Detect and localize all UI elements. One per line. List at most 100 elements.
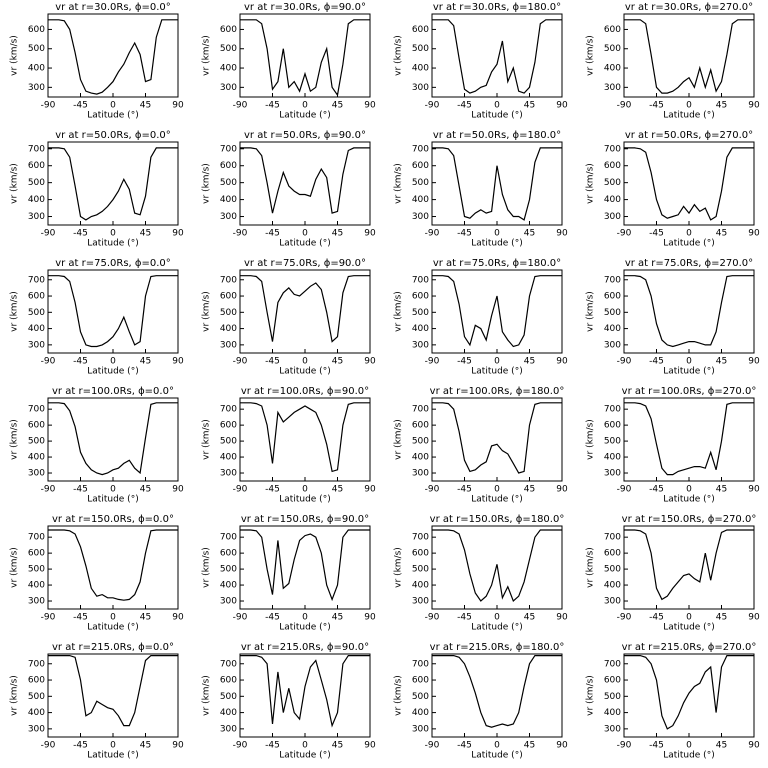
panel: vr at r=100.0Rs, ϕ=90.0° -90 -45 0 45 90 300 40… [202,386,376,505]
x-axis-label: Latitude (°) [279,367,330,377]
panel-title: vr at r=50.0Rs, ϕ=90.0° [244,130,366,141]
x-tick-label: 45 [332,101,343,111]
x-tick-label: 45 [524,613,535,623]
y-tick-label: 300 [220,83,237,93]
x-axis-label: Latitude (°) [87,239,138,249]
panel-title: vr at r=215.0Rs, ϕ=180.0° [430,642,565,653]
y-axis-label: vr (km/s) [394,35,404,76]
x-tick-label: 45 [524,485,535,495]
y-tick-label: 500 [220,178,237,188]
y-axis-label: vr (km/s) [394,419,404,460]
y-tick-label: 500 [220,692,237,702]
x-tick-label: -45 [457,229,472,239]
x-tick-label: 0 [110,101,116,111]
y-axis-label: vr (km/s) [394,291,404,332]
y-axis-label: vr (km/s) [202,675,212,716]
data-line [624,19,754,94]
y-axis-label: vr (km/s) [10,163,20,204]
y-tick-label: 300 [220,597,237,607]
panel: vr at r=100.0Rs, ϕ=270.0° -90 -45 0 45 90 300 4… [586,386,760,505]
y-tick-label: 600 [604,161,621,171]
y-tick-label: 600 [412,676,429,686]
y-tick-label: 300 [412,469,429,479]
y-tick-label: 700 [412,144,429,154]
x-tick-label: -90 [233,229,248,239]
panel: vr at r=30.0Rs, ϕ=90.0° -90 -45 0 45 90 300 400… [202,2,376,121]
x-tick-label: -45 [649,613,664,623]
y-tick-label: 400 [28,64,45,74]
x-axis-label: Latitude (°) [663,495,714,505]
data-line [432,402,562,474]
y-axis-label: vr (km/s) [586,419,596,460]
x-tick-label: 90 [172,613,184,623]
plot-frame [239,269,371,354]
data-line [48,402,178,476]
y-tick-label: 400 [412,195,429,205]
y-tick-label: 400 [28,581,45,591]
y-tick-label: 400 [220,64,237,74]
panel-title: vr at r=100.0Rs, ϕ=0.0° [52,386,174,397]
y-tick-label: 600 [220,292,237,302]
panel: vr at r=150.0Rs, ϕ=180.0° -90 -45 0 45 90 300 4… [394,514,568,633]
plot-frame [47,397,179,482]
data-line [48,655,178,727]
y-tick-label: 600 [220,549,237,559]
x-tick-label: -45 [457,485,472,495]
y-axis-label: vr (km/s) [586,675,596,716]
x-tick-label: 45 [140,101,151,111]
plot-frame [47,525,179,610]
x-tick-label: 45 [140,741,151,751]
x-tick-label: 90 [172,741,184,751]
x-tick-label: 90 [172,101,184,111]
x-tick-label: 45 [332,613,343,623]
plot-frame [431,141,563,226]
y-axis-label: vr (km/s) [202,419,212,460]
panel-title: vr at r=50.0Rs, ϕ=180.0° [433,130,561,141]
x-axis-label: Latitude (°) [279,623,330,633]
y-tick-label: 500 [604,437,621,447]
plot-frame [239,13,371,98]
y-tick-label: 400 [604,453,621,463]
x-tick-label: -45 [265,741,280,751]
panel-title: vr at r=150.0Rs, ϕ=90.0° [241,514,369,525]
x-tick-label: -90 [41,357,56,367]
x-tick-label: 90 [748,357,760,367]
x-tick-label: -90 [233,741,248,751]
x-tick-label: -90 [41,485,56,495]
x-axis-label: Latitude (°) [663,623,714,633]
y-tick-label: 600 [220,25,237,35]
y-tick-label: 300 [412,83,429,93]
data-line [240,147,370,214]
y-tick-label: 700 [28,533,45,543]
x-tick-label: -90 [617,613,632,623]
y-tick-label: 700 [220,533,237,543]
x-tick-label: -45 [73,101,88,111]
y-tick-label: 300 [412,212,429,222]
y-tick-label: 400 [28,195,45,205]
data-line [48,275,178,348]
y-tick-label: 600 [28,25,45,35]
y-tick-label: 600 [220,421,237,431]
x-axis-label: Latitude (°) [279,239,330,249]
y-tick-label: 700 [220,144,237,154]
y-tick-label: 500 [220,308,237,318]
x-axis-label: Latitude (°) [471,367,522,377]
data-line [432,655,562,728]
x-axis-label: Latitude (°) [279,495,330,505]
y-tick-label: 300 [28,340,45,350]
x-tick-label: -45 [649,229,664,239]
y-axis-label: vr (km/s) [10,419,20,460]
panel: vr at r=75.0Rs, ϕ=270.0° -90 -45 0 45 90 300 40… [586,258,760,377]
x-tick-label: -90 [617,357,632,367]
x-tick-label: 90 [748,229,760,239]
x-tick-label: -90 [233,101,248,111]
y-tick-label: 500 [220,565,237,575]
y-tick-label: 400 [220,708,237,718]
plot-frame [431,269,563,354]
y-tick-label: 300 [412,724,429,734]
y-axis-label: vr (km/s) [202,163,212,204]
data-line [432,147,562,221]
plot-frame [623,653,755,738]
y-tick-label: 400 [412,708,429,718]
panel: vr at r=30.0Rs, ϕ=270.0° -90 -45 0 45 90 300 40… [586,2,760,121]
